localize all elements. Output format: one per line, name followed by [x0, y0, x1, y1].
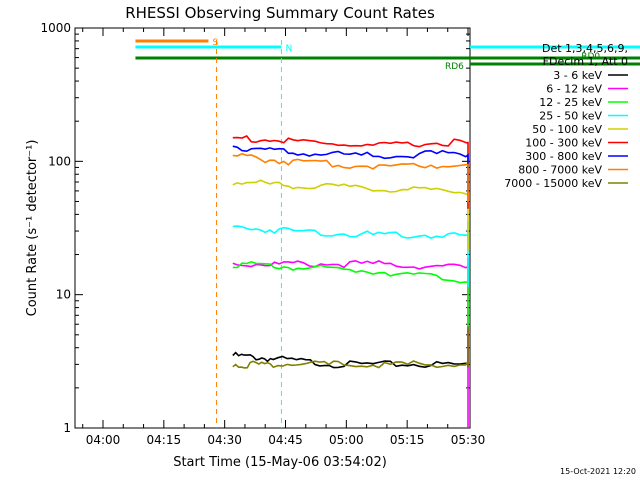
footer-timestamp: 15-Oct-2021 12:20 — [560, 467, 636, 476]
legend-label: 7000 - 15000 keV — [504, 177, 602, 190]
x-tick-label: 05:00 — [329, 433, 364, 447]
legend-label: 12 - 25 keV — [539, 96, 602, 109]
y-tick-label: 10 — [56, 288, 71, 302]
x-tick-label: 04:30 — [207, 433, 242, 447]
y-axis-label: Count Rate (s⁻¹ detector⁻¹) — [25, 140, 40, 317]
y-tick-label: 1 — [63, 421, 71, 435]
legend: Det 1,3,4,5,6,9,FDecim 1, Att 03 - 6 keV… — [504, 42, 628, 190]
legend-label: 50 - 100 keV — [532, 123, 602, 136]
y-tick-label: 100 — [48, 154, 71, 168]
state-bar-label: RD6 — [445, 62, 464, 72]
axis-ticks: 1 10 100 1000 04:00 04:15 04:30 04:45 05:00 05:15… — [40, 21, 485, 447]
legend-label: 6 - 12 keV — [546, 83, 602, 96]
state-bar-label: S — [212, 38, 218, 48]
x-tick-label: 05:15 — [390, 433, 425, 447]
plot-frame — [74, 27, 471, 429]
chart-title: RHESSI Observing Summary Count Rates — [125, 4, 435, 22]
x-axis-label: Start Time (15-May-06 03:54:02) — [173, 455, 387, 470]
legend-header: Det 1,3,4,5,6,9, — [542, 42, 628, 55]
legend-label: 800 - 7000 keV — [518, 164, 602, 177]
state-bar-label: N — [285, 44, 292, 54]
series-line — [232, 326, 469, 369]
legend-header: FDecim 1, Att 0 — [543, 55, 628, 68]
x-tick-label: 05:30 — [451, 433, 486, 447]
series-line — [232, 152, 469, 203]
x-tick-label: 04:15 — [147, 433, 182, 447]
data-series — [232, 135, 469, 428]
legend-label: 300 - 800 keV — [525, 150, 602, 163]
y-tick-label: 1000 — [40, 21, 71, 35]
x-tick-label: 04:00 — [86, 433, 121, 447]
legend-label: 3 - 6 keV — [553, 69, 602, 82]
x-tick-label: 04:45 — [268, 433, 303, 447]
state-bars: SNRD6RD0 — [135, 38, 640, 428]
legend-label: 25 - 50 keV — [539, 110, 602, 123]
legend-label: 100 - 300 keV — [525, 137, 602, 150]
